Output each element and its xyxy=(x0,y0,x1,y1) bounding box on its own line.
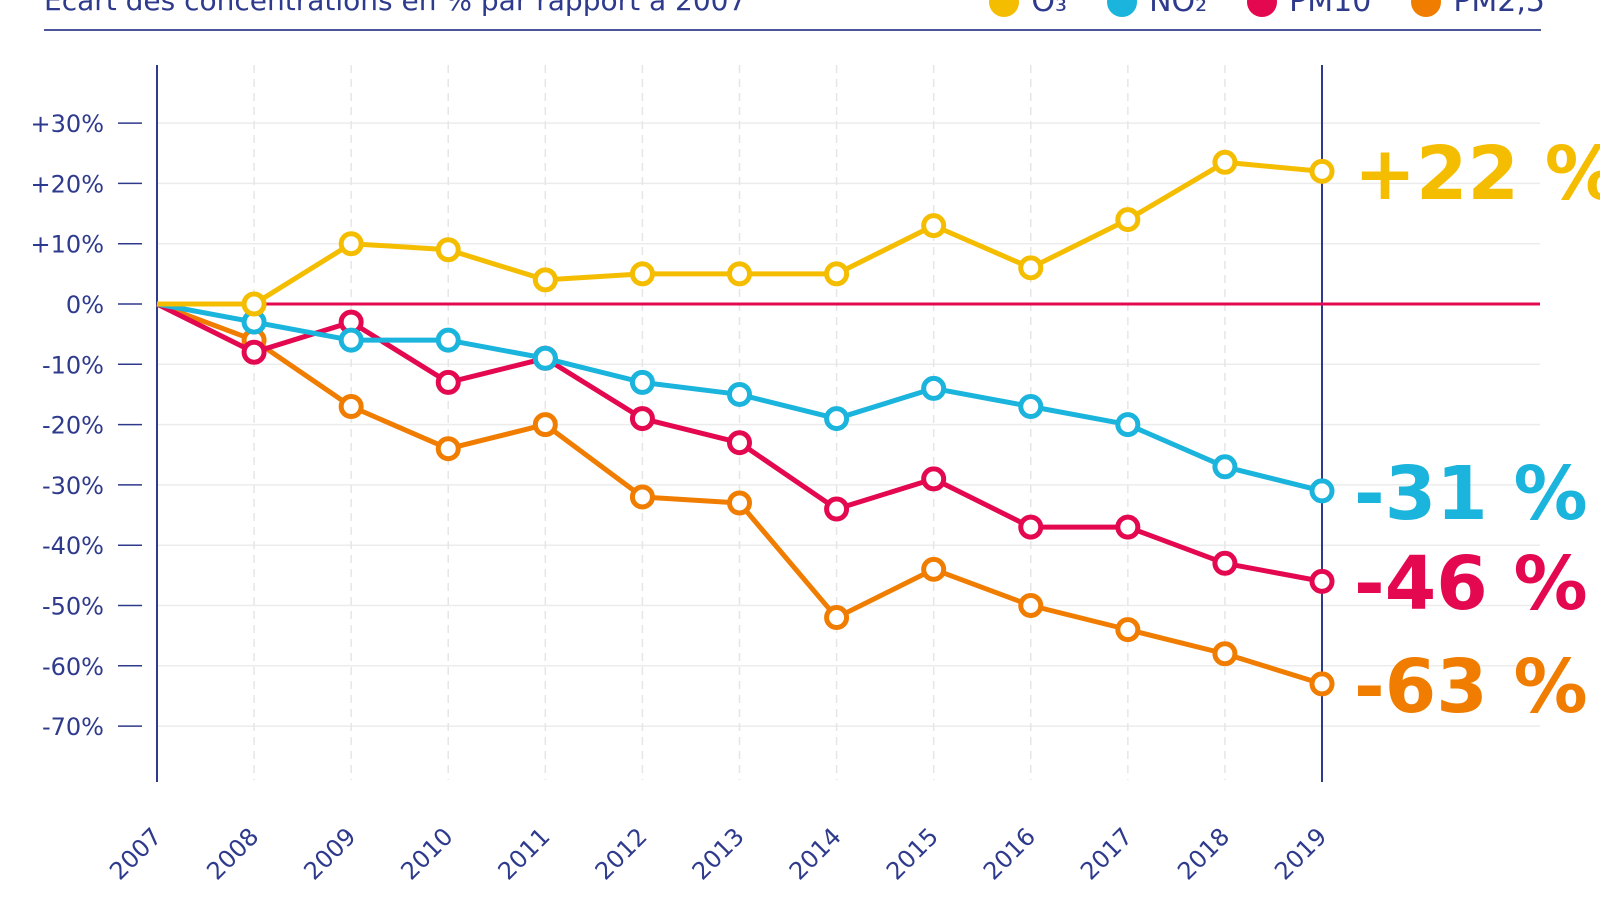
x-tick-label: 2019 xyxy=(1269,822,1332,885)
data-point xyxy=(1309,671,1335,697)
x-tick-label: 2007 xyxy=(104,822,167,885)
data-point xyxy=(1018,514,1044,540)
data-point xyxy=(241,339,267,365)
legend: O₃ NO₂ PM10 PM2,5 xyxy=(989,0,1545,19)
y-tick-label: -10% xyxy=(42,351,104,379)
legend-item-pm10: PM10 xyxy=(1247,0,1371,19)
data-point xyxy=(1309,158,1335,184)
data-point xyxy=(532,412,558,438)
series-pm10 xyxy=(155,301,1335,594)
legend-swatch xyxy=(1107,0,1138,17)
data-point xyxy=(338,394,364,420)
x-tick-label: 2010 xyxy=(396,822,459,885)
y-tick-label: -40% xyxy=(42,532,104,560)
legend-label: O₃ xyxy=(1031,0,1068,19)
data-point xyxy=(727,430,752,456)
end-label: -63 % xyxy=(1354,644,1588,730)
legend-swatch xyxy=(989,0,1020,17)
y-tick-label: -20% xyxy=(42,412,104,440)
legend-item-o3: O₃ xyxy=(989,0,1067,19)
data-point xyxy=(629,261,655,287)
data-point xyxy=(629,369,655,395)
y-tick-label: +10% xyxy=(31,231,104,259)
data-point xyxy=(241,291,267,317)
y-tick-label: -70% xyxy=(42,713,104,741)
data-point xyxy=(1018,593,1044,618)
data-point xyxy=(921,556,947,582)
x-tick-label: 2011 xyxy=(493,822,556,885)
data-point xyxy=(1309,478,1335,504)
data-point xyxy=(1115,617,1141,643)
title-rule xyxy=(44,29,1541,31)
data-point xyxy=(435,369,461,395)
data-point xyxy=(629,484,655,510)
data-point xyxy=(1018,394,1044,420)
legend-label: PM10 xyxy=(1289,0,1372,19)
data-point xyxy=(1212,454,1238,480)
end-label: -31 % xyxy=(1354,451,1588,537)
y-tick-label: 0% xyxy=(66,291,104,319)
data-point xyxy=(1115,207,1141,233)
data-point xyxy=(532,267,558,293)
data-point xyxy=(921,213,947,239)
data-point xyxy=(1212,550,1238,576)
x-tick-label: 2016 xyxy=(978,822,1041,885)
data-point xyxy=(1018,255,1044,281)
data-point xyxy=(338,327,364,353)
data-point xyxy=(1115,514,1141,540)
data-point xyxy=(629,406,655,432)
data-point xyxy=(338,231,364,257)
y-tick-label: -30% xyxy=(42,472,104,500)
data-point xyxy=(824,605,850,631)
data-point xyxy=(435,327,461,353)
data-point xyxy=(727,381,752,407)
data-point xyxy=(435,237,461,263)
x-tick-label: 2014 xyxy=(784,822,847,885)
chart-title: Écart des concentrations en % par rappor… xyxy=(44,0,747,17)
legend-label: NO₂ xyxy=(1149,0,1208,19)
data-point xyxy=(921,466,947,492)
data-point xyxy=(921,375,947,401)
x-tick-label: 2012 xyxy=(590,822,653,885)
data-point xyxy=(1115,412,1141,438)
series-pm25 xyxy=(156,301,1335,697)
series-no xyxy=(156,301,1335,504)
x-tick-label: 2008 xyxy=(201,822,264,885)
data-point xyxy=(824,261,850,287)
data-point xyxy=(727,261,752,287)
data-point xyxy=(1212,149,1238,175)
series-o xyxy=(157,149,1335,317)
data-point xyxy=(727,490,752,516)
y-tick-label: -50% xyxy=(42,593,104,621)
end-label: -46 % xyxy=(1354,541,1588,627)
x-tick-label: 2018 xyxy=(1172,822,1235,885)
end-label: +22 % xyxy=(1354,131,1600,217)
legend-swatch xyxy=(1411,0,1442,17)
data-point xyxy=(1309,568,1335,594)
legend-label: PM2,5 xyxy=(1453,0,1545,19)
data-point xyxy=(824,496,850,522)
y-tick-label: +20% xyxy=(31,170,104,198)
x-tick-label: 2009 xyxy=(298,822,361,885)
data-point xyxy=(1212,641,1238,667)
data-point xyxy=(824,406,850,432)
x-tick-label: 2013 xyxy=(687,822,750,885)
data-point xyxy=(532,345,558,371)
legend-swatch xyxy=(1247,0,1278,17)
y-tick-label: -60% xyxy=(42,653,104,681)
x-tick-label: 2017 xyxy=(1075,822,1138,885)
legend-item-no2: NO₂ xyxy=(1107,0,1207,19)
legend-item-pm25: PM2,5 xyxy=(1411,0,1545,19)
y-tick-label: +30% xyxy=(31,110,104,138)
data-point xyxy=(435,436,461,462)
x-tick-label: 2015 xyxy=(881,822,944,885)
